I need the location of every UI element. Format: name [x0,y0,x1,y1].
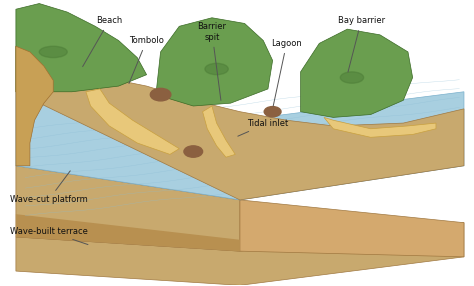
Ellipse shape [39,46,67,57]
Polygon shape [86,89,179,154]
Polygon shape [16,223,464,285]
Polygon shape [301,29,413,117]
Polygon shape [16,92,464,200]
Circle shape [264,107,281,117]
Text: Barrier
spit: Barrier spit [198,22,227,100]
Circle shape [150,88,171,101]
Polygon shape [16,166,240,251]
Circle shape [184,146,202,157]
Text: Wave-cut platform: Wave-cut platform [9,171,87,204]
Polygon shape [16,46,53,166]
Text: Tombolo: Tombolo [129,36,164,84]
Polygon shape [16,46,464,200]
Text: Beach: Beach [82,16,122,67]
Polygon shape [16,214,240,251]
Text: Lagoon: Lagoon [271,39,302,106]
Polygon shape [16,3,146,92]
Polygon shape [202,106,235,157]
Polygon shape [156,18,273,106]
Ellipse shape [340,72,364,83]
Text: Wave-built terrace: Wave-built terrace [9,227,88,245]
Text: Tidal inlet: Tidal inlet [238,119,289,136]
Ellipse shape [205,63,228,75]
Text: Bay barrier: Bay barrier [338,16,385,72]
Polygon shape [240,200,464,257]
Polygon shape [324,117,436,137]
